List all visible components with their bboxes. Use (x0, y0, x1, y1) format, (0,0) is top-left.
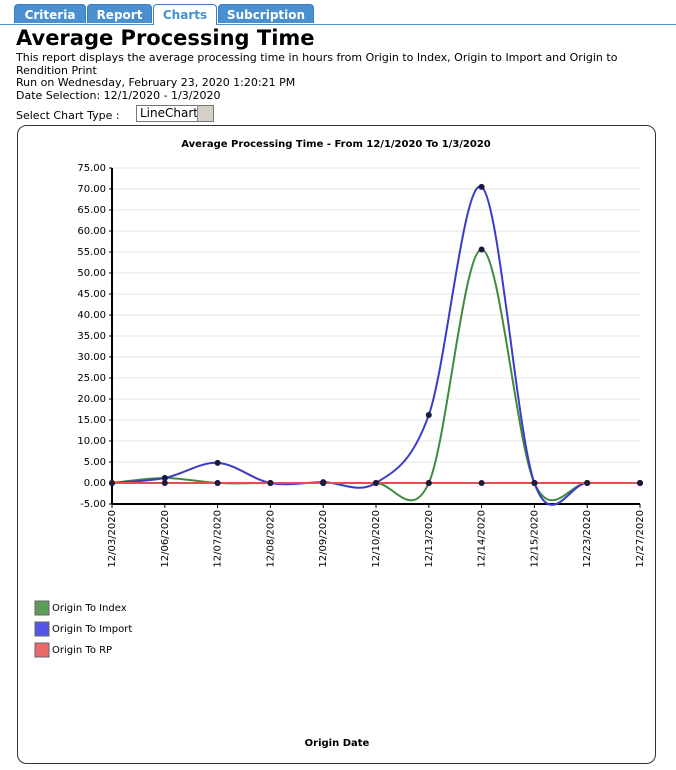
chart-type-label: Select Chart Type : (16, 109, 120, 122)
chart-type-select[interactable]: LineChart (136, 105, 214, 122)
x-tick-label: 12/13/2020 (424, 510, 435, 568)
x-tick-label: 12/03/2020 (107, 510, 118, 568)
legend-label: Origin To RP (52, 645, 112, 656)
data-point (478, 246, 485, 253)
legend-swatch (34, 600, 50, 616)
data-point (637, 480, 643, 486)
x-tick-label: 12/08/2020 (265, 510, 276, 568)
run-on: Run on Wednesday, February 23, 2020 1:20… (16, 76, 296, 89)
report-title: Average Processing Time (16, 26, 315, 50)
data-point (214, 480, 221, 486)
y-tick-label: -5.00 (80, 499, 106, 510)
x-tick-label: 12/15/2020 (529, 510, 540, 568)
data-point (161, 474, 168, 481)
y-tick-label: 10.00 (77, 436, 106, 447)
data-point (425, 480, 432, 486)
y-tick-label: 75.00 (77, 163, 106, 174)
x-axis-title: Origin Date (305, 738, 370, 749)
y-tick-label: 25.00 (77, 373, 106, 384)
y-tick-label: 15.00 (77, 415, 106, 426)
data-point (478, 480, 485, 486)
y-tick-label: 70.00 (77, 184, 106, 195)
series-line (111, 185, 640, 506)
y-tick-label: 55.00 (77, 247, 106, 258)
y-tick-label: 35.00 (77, 331, 106, 342)
data-point (320, 480, 327, 486)
description: This report displays the average process… (16, 51, 618, 77)
y-tick-label: 0.00 (84, 478, 106, 489)
legend-label: Origin To Import (52, 624, 132, 635)
chart-title: Average Processing Time - From 12/1/2020… (181, 139, 491, 150)
tab-bar: Criteria Report Charts Subcription (0, 4, 676, 25)
data-point (373, 480, 379, 486)
y-tick-label: 30.00 (77, 352, 106, 363)
y-tick-label: 40.00 (77, 310, 106, 321)
x-tick-label: 12/27/2020 (635, 510, 646, 568)
date-selection: Date Selection: 12/1/2020 - 1/3/2020 (16, 89, 221, 102)
tab[interactable]: Report (87, 4, 152, 23)
chart-frame (17, 125, 656, 764)
y-tick-label: 5.00 (84, 457, 106, 468)
y-tick-label: 45.00 (77, 289, 106, 300)
x-tick-label: 12/06/2020 (160, 510, 171, 568)
legend-swatch (34, 621, 50, 637)
data-point (531, 480, 538, 486)
select-value: LineChart (140, 106, 198, 120)
y-tick-label: 20.00 (77, 394, 106, 405)
x-tick-label: 12/14/2020 (477, 510, 488, 568)
y-tick-label: 50.00 (77, 268, 106, 279)
data-point (584, 480, 591, 486)
data-point (214, 459, 221, 466)
data-point (425, 411, 432, 418)
series-line (111, 248, 640, 502)
data-point (478, 183, 485, 190)
x-tick-label: 12/10/2020 (371, 510, 382, 568)
x-tick-label: 12/09/2020 (318, 510, 329, 568)
y-tick-label: 60.00 (77, 226, 106, 237)
data-point (109, 480, 115, 486)
tab[interactable]: Subcription (218, 4, 314, 23)
x-tick-label: 12/07/2020 (213, 510, 224, 568)
tab[interactable]: Criteria (14, 4, 86, 23)
y-tick-label: 65.00 (77, 205, 106, 216)
data-point (267, 480, 274, 486)
x-tick-label: 12/23/2020 (582, 510, 593, 568)
legend-label: Origin To Index (52, 603, 127, 614)
tab[interactable]: Charts (153, 4, 217, 25)
data-point (161, 480, 168, 486)
legend-swatch (34, 642, 50, 658)
